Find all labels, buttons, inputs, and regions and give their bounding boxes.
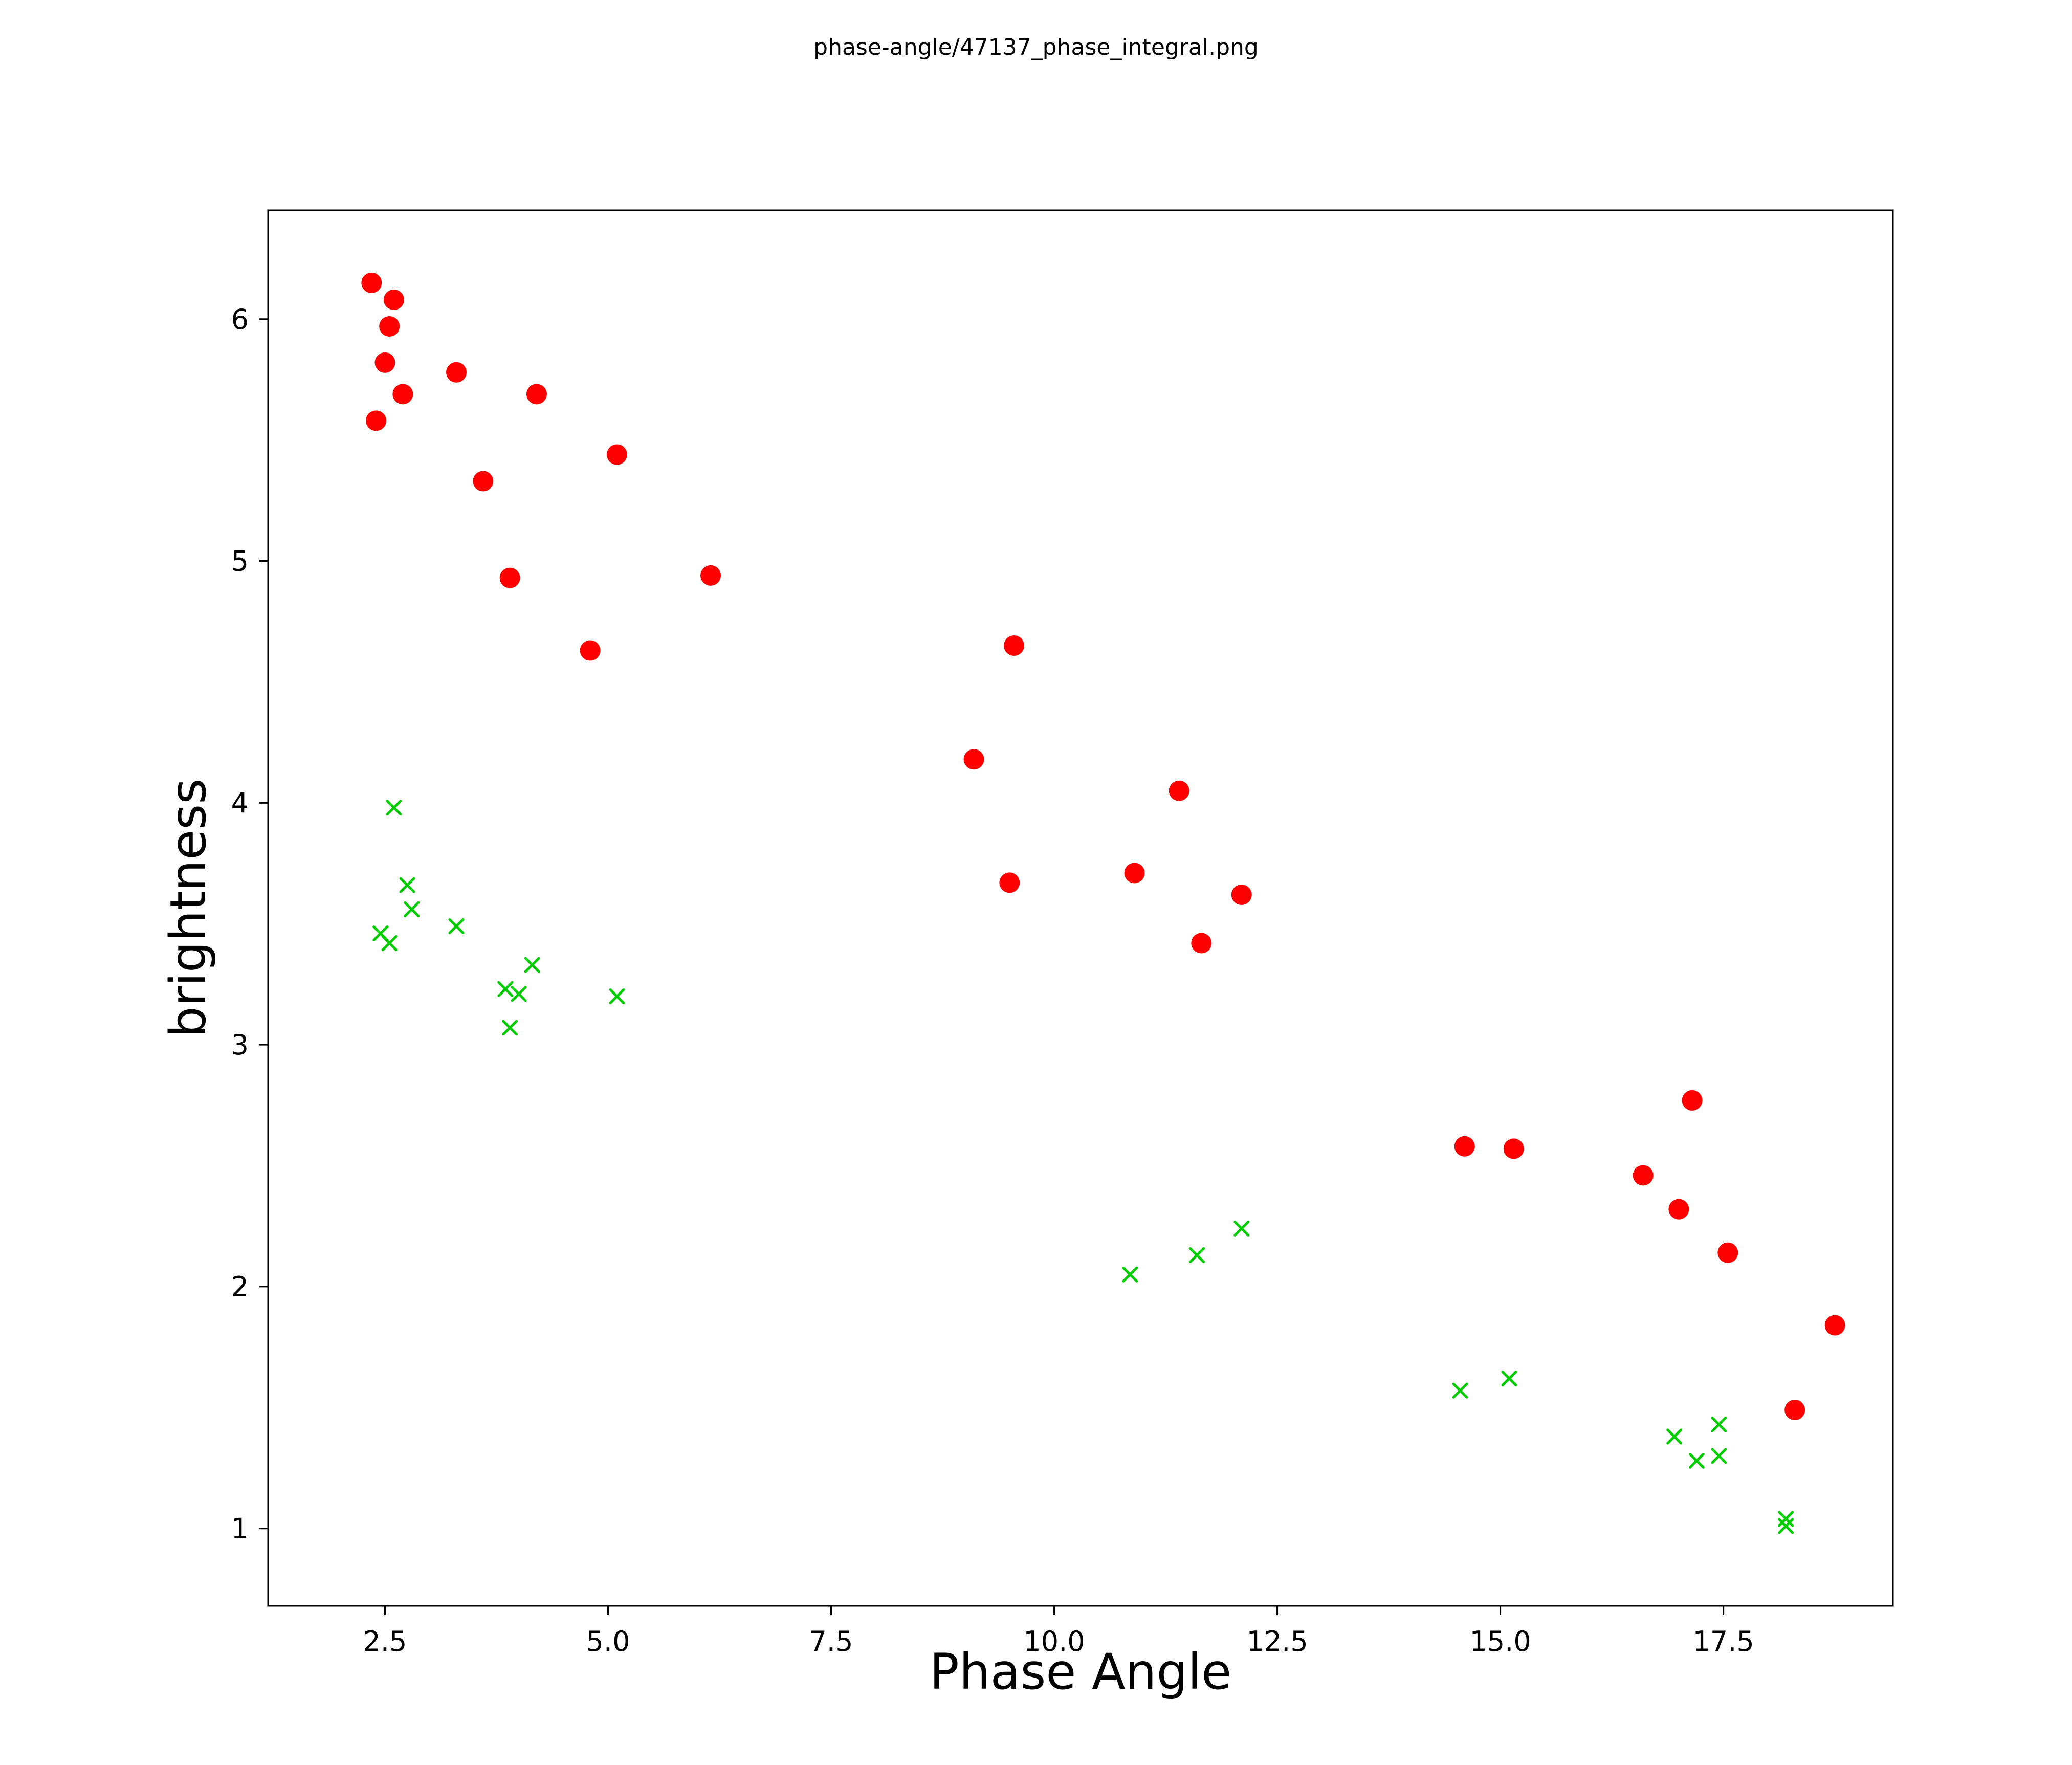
x-tick-label: 2.5 — [363, 1625, 407, 1658]
x-tick-label: 7.5 — [809, 1625, 853, 1658]
data-point-green-x — [386, 800, 402, 816]
data-point-green-x — [1122, 1266, 1138, 1283]
data-point-green-x — [1233, 1220, 1250, 1237]
data-point-red-circles — [1633, 1165, 1654, 1186]
data-point-green-x — [1711, 1416, 1727, 1432]
data-point-green-x — [524, 957, 540, 973]
figure-title: phase-angle/47137_phase_integral.png — [813, 34, 1259, 60]
data-point-red-circles — [473, 471, 494, 492]
data-point-green-x — [399, 877, 415, 893]
y-tick-label: 4 — [231, 787, 249, 819]
data-point-red-circles — [1169, 780, 1189, 801]
x-axis-label: Phase Angle — [929, 1643, 1232, 1701]
data-point-red-circles — [999, 872, 1020, 893]
data-point-green-x — [1778, 1511, 1794, 1527]
data-point-red-circles — [606, 444, 627, 465]
data-point-red-circles — [1668, 1199, 1689, 1220]
plot-border — [267, 209, 1894, 1607]
data-point-red-circles — [1124, 863, 1145, 884]
x-tick-label: 15.0 — [1469, 1625, 1531, 1658]
data-point-red-circles — [383, 289, 404, 310]
data-point-green-x — [1711, 1448, 1727, 1464]
data-point-red-circles — [1231, 884, 1252, 905]
data-point-red-circles — [392, 384, 413, 405]
data-point-red-circles — [1717, 1242, 1738, 1263]
data-point-red-circles — [446, 362, 467, 383]
y-tick-label: 2 — [231, 1271, 249, 1303]
x-tick-label: 5.0 — [586, 1625, 630, 1658]
data-point-red-circles — [366, 410, 387, 431]
data-point-green-x — [381, 935, 398, 952]
y-tick-label: 3 — [231, 1029, 249, 1061]
data-point-green-x — [497, 981, 514, 997]
x-tick-label: 12.5 — [1246, 1625, 1308, 1658]
data-point-red-circles — [379, 316, 400, 337]
data-point-green-x — [609, 988, 625, 1005]
data-point-red-circles — [499, 567, 520, 588]
data-point-red-circles — [700, 565, 721, 586]
x-tick-label: 10.0 — [1023, 1625, 1085, 1658]
y-tick-label: 5 — [231, 545, 249, 578]
data-point-red-circles — [361, 272, 382, 293]
data-point-green-x — [1688, 1452, 1705, 1469]
data-point-green-x — [1452, 1382, 1468, 1399]
data-point-green-x — [502, 1020, 518, 1036]
data-point-red-circles — [526, 384, 547, 405]
data-point-red-circles — [1824, 1315, 1845, 1336]
data-point-red-circles — [580, 640, 601, 661]
y-axis-label: brightness — [160, 778, 217, 1038]
x-tick-label: 17.5 — [1693, 1625, 1754, 1658]
data-point-red-circles — [1784, 1400, 1805, 1421]
data-point-red-circles — [374, 352, 395, 373]
y-tick-label: 6 — [231, 303, 249, 336]
y-tick-label: 1 — [231, 1513, 249, 1545]
data-point-green-x — [1666, 1428, 1683, 1445]
data-point-green-x — [511, 986, 527, 1002]
data-point-green-x — [1501, 1371, 1517, 1387]
data-point-red-circles — [1004, 635, 1025, 656]
data-point-red-circles — [1682, 1090, 1703, 1111]
data-point-green-x — [1778, 1518, 1794, 1534]
data-point-red-circles — [1191, 933, 1212, 954]
data-point-green-x — [448, 918, 465, 934]
data-point-red-circles — [1503, 1138, 1524, 1159]
data-point-red-circles — [963, 749, 984, 770]
data-point-green-x — [404, 901, 420, 917]
data-point-green-x — [1189, 1247, 1205, 1263]
data-point-red-circles — [1454, 1136, 1475, 1157]
